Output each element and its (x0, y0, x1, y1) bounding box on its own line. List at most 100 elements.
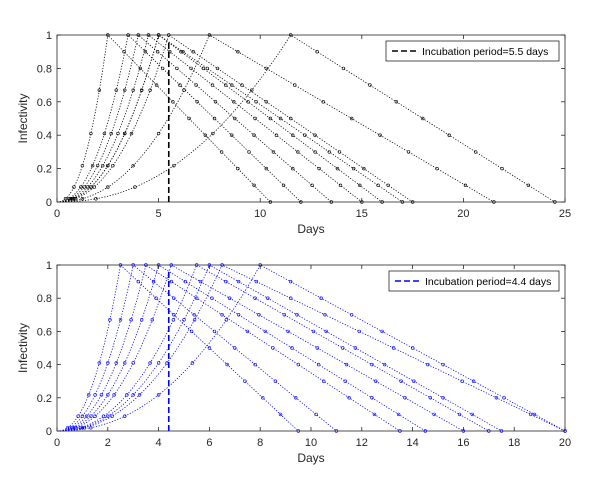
bottom-series-3-point (129, 318, 133, 322)
bottom-series-4-markers (72, 263, 427, 433)
top-series-9-point (315, 49, 319, 54)
top-series-7-point (410, 200, 415, 204)
bottom-series-6-point (399, 379, 403, 383)
top-series-5-point (313, 150, 317, 154)
bottom-x-tick-label: 14 (406, 437, 418, 449)
bottom-series-7-point (441, 396, 445, 400)
top-series-5-point (335, 166, 340, 171)
bottom-series-8-point (110, 414, 114, 418)
top-series-9 (56, 34, 556, 203)
bottom-series-7-point (182, 318, 186, 322)
bottom-y-tick-label: 0.2 (37, 393, 52, 405)
bottom-series-1-point (136, 279, 140, 284)
top-series-8-markers (80, 33, 496, 204)
bottom-series-4-point (210, 296, 214, 300)
bottom-series-6-point (487, 429, 491, 433)
top-series-9-point (421, 116, 425, 121)
bottom-series-2-markers (67, 263, 339, 433)
top-series-7-point (111, 163, 115, 168)
top-series-9-point (553, 200, 557, 204)
top-series-2-point (126, 33, 130, 37)
top-series-6-point (278, 116, 283, 121)
top-y-tick-label: 1 (46, 30, 52, 42)
top-series-1-point (106, 33, 110, 37)
bottom-x-tick-label: 20 (559, 437, 571, 449)
bottom-legend-label: Incubation period=4.4 days (425, 276, 551, 288)
bottom-series-3-markers (70, 263, 402, 433)
top-series-7-point (386, 183, 390, 188)
top-series-4-point (274, 133, 279, 137)
top-series-2-point (212, 116, 217, 121)
bottom-series-9-point (288, 279, 293, 284)
bottom-series-7-point (236, 279, 241, 284)
top-tick-layer: 0 5 10 15 20 25 0 0.2 0.4 0.6 0.8 1 (37, 30, 571, 220)
top-series-4-point (232, 100, 236, 104)
bottom-y-axis-label: Infectivity (16, 323, 30, 373)
bottom-series-5-point (315, 346, 320, 350)
top-series-3-point (233, 116, 237, 121)
bottom-x-tick-label: 12 (356, 437, 368, 449)
bottom-series-1-point (87, 393, 91, 397)
bottom-series-8-point (220, 263, 224, 267)
top-series-1 (56, 34, 271, 203)
bottom-series-8-point (82, 426, 87, 430)
bottom-series-1-point (278, 412, 283, 417)
bottom-series-8-point (426, 362, 430, 367)
bottom-series-3 (56, 264, 401, 432)
bottom-series-1-point (189, 329, 194, 334)
top-series-6-point (139, 88, 144, 92)
top-series-6-point (72, 197, 76, 201)
bottom-series-5 (56, 264, 464, 432)
top-x-tick-label: 15 (356, 208, 368, 220)
top-series-7-point (129, 131, 134, 136)
top-y-tick-label: 0.6 (37, 97, 52, 109)
top-series-9-markers (94, 33, 557, 204)
bottom-series-9-point (410, 346, 415, 350)
top-series-3-point (271, 150, 276, 154)
top-legend: Incubation period=5.5 days (385, 40, 560, 62)
bottom-series-9 (56, 264, 566, 432)
top-series-1-point (97, 88, 102, 92)
bottom-series-5-point (93, 414, 97, 418)
bottom-series-6 (56, 264, 489, 432)
bottom-series-3-point (372, 412, 377, 417)
top-series-1-point (122, 49, 126, 54)
top-series-7 (56, 34, 413, 203)
top-series-1-point (252, 183, 256, 188)
top-series-9-point (368, 83, 372, 87)
top-series-layer (56, 33, 557, 204)
bottom-series-8-point (288, 296, 293, 300)
bottom-x-tick-label: 18 (508, 437, 520, 449)
top-series-9-point (288, 33, 293, 37)
bottom-series-4 (56, 264, 426, 432)
top-series-7-point (362, 166, 366, 171)
top-series-6-point (89, 185, 93, 189)
top-series-6-point (181, 49, 185, 54)
bottom-series-3-point (347, 396, 351, 400)
top-series-2-markers (67, 33, 303, 204)
bottom-x-tick-label: 6 (206, 437, 212, 449)
top-series-2-point (79, 185, 83, 189)
bottom-series-2-point (118, 318, 123, 322)
bottom-series-5-point (198, 279, 203, 284)
bottom-series-8-point (192, 318, 197, 322)
bottom-series-3-point (144, 263, 148, 267)
top-y-tick-label: 0.2 (37, 164, 52, 176)
bottom-series-3-point (296, 362, 300, 367)
top-series-9-point (526, 183, 531, 188)
bottom-series-5-point (150, 318, 154, 322)
top-series-9-point (94, 197, 98, 201)
bottom-series-6-point (195, 263, 199, 267)
top-series-8-point (207, 33, 212, 37)
bottom-y-tick-label: 0.4 (37, 360, 52, 372)
top-series-2-point (264, 166, 268, 171)
top-series-7-point (92, 185, 96, 189)
top-series-9-point (172, 163, 176, 168)
bottom-series-3-point (245, 329, 250, 334)
bottom-series-1-point (154, 296, 158, 300)
bottom-series-5-markers (74, 263, 466, 433)
top-x-tick-label: 25 (559, 208, 571, 220)
bottom-x-tick-label: 4 (156, 437, 162, 449)
bottom-series-5-point (228, 296, 232, 300)
top-series-1-markers (63, 33, 273, 204)
